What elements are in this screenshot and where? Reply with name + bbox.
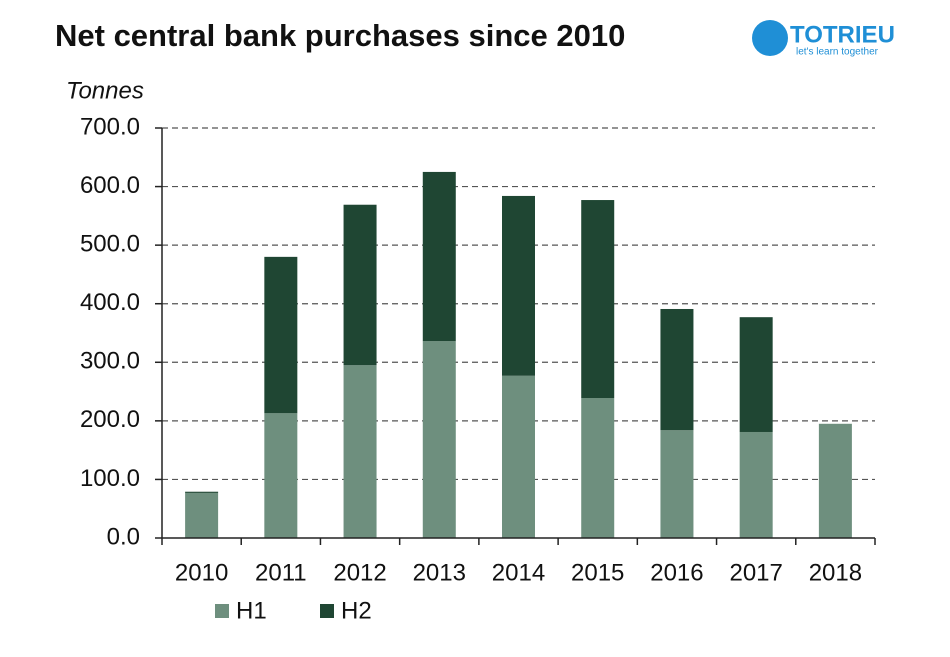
y-tick-label: 600.0	[80, 172, 140, 199]
legend-label: H1	[236, 597, 267, 624]
logo-icon	[752, 20, 788, 56]
logo-name: TOTRIEU	[790, 21, 895, 48]
bar-segment	[502, 375, 535, 538]
y-tick-label: 700.0	[80, 113, 140, 140]
x-tick-label: 2011	[255, 559, 307, 586]
y-axis-label: Tonnes	[66, 77, 144, 104]
y-tick-label: 400.0	[80, 289, 140, 316]
bar-segment	[185, 491, 219, 493]
x-tick-label: 2018	[809, 559, 862, 586]
x-tick-label: 2017	[729, 559, 782, 586]
bar-segment	[422, 341, 456, 538]
bar-segment	[581, 398, 615, 538]
x-tick-label: 2013	[413, 559, 466, 586]
bar-segment	[581, 200, 615, 399]
y-tick-label: 0.0	[107, 523, 140, 550]
x-tick-label: 2012	[333, 559, 386, 586]
y-tick-label: 100.0	[80, 465, 140, 492]
logo: TOTRIEU let's learn together	[752, 20, 895, 58]
bar-segment	[660, 430, 694, 538]
bar-segment	[343, 204, 377, 366]
logo-tagline: let's learn together	[796, 47, 879, 58]
bar-segment	[264, 256, 298, 414]
y-tick-label: 200.0	[80, 406, 140, 433]
x-tick-label: 2014	[492, 559, 545, 586]
chart-title: Net central bank purchases since 2010	[55, 18, 625, 53]
bar-segment	[660, 308, 694, 431]
x-tick-label: 2015	[571, 559, 624, 586]
bar-segment	[502, 195, 535, 376]
bar-segment	[422, 171, 456, 342]
bar-segment	[185, 492, 219, 538]
legend-swatch	[215, 604, 229, 618]
bar-segment	[264, 413, 298, 538]
bar-segment	[739, 317, 773, 432]
legend-swatch	[320, 604, 334, 618]
y-tick-label: 300.0	[80, 348, 140, 375]
x-tick-label: 2016	[650, 559, 703, 586]
x-tick-label: 2010	[175, 559, 228, 586]
bar-segment	[739, 431, 773, 538]
legend-label: H2	[341, 597, 372, 624]
bar-segment	[818, 423, 852, 538]
y-tick-label: 500.0	[80, 230, 140, 257]
bar-segment	[343, 365, 377, 538]
